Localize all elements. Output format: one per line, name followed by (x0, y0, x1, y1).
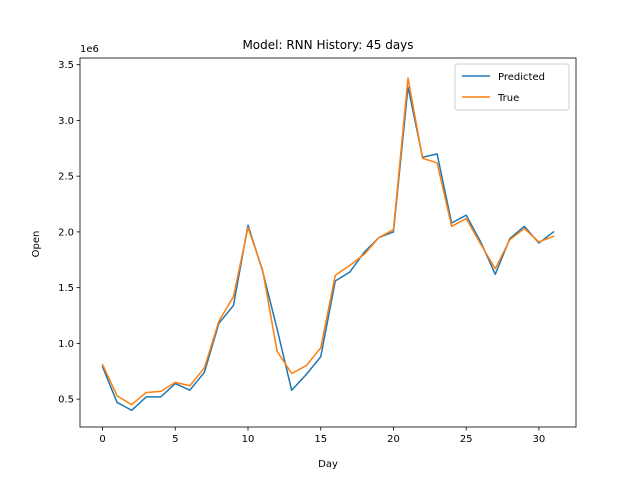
x-tick-label: 20 (387, 434, 400, 445)
y-axis-offset-label: 1e6 (80, 44, 99, 55)
chart-title: Model: RNN History: 45 days (242, 38, 413, 52)
series-line-true (101, 77, 555, 406)
x-tick-label: 0 (99, 434, 105, 445)
axes: 0 5 10 15 20 25 30 0.5 1.0 1.5 2.0 2.5 3.0 3.5 (58, 57, 577, 445)
y-axis-label: Open (31, 231, 42, 258)
y-tick-label: 1.5 (58, 283, 74, 294)
x-tick-label: 5 (172, 434, 178, 445)
y-tick-label: 1.0 (58, 339, 74, 350)
x-tick-label: 15 (314, 434, 327, 445)
x-tick-label: 10 (242, 434, 255, 445)
y-tick-label: 3.0 (58, 116, 74, 127)
y-tick-label: 3.5 (58, 60, 74, 71)
y-tick-label: 2.5 (58, 172, 74, 183)
legend: Predicted True (454, 63, 570, 111)
x-axis-label: Day (318, 459, 338, 470)
y-tick-label: 2.0 (58, 227, 74, 238)
plot-frame (79, 57, 577, 428)
y-tick-label: 0.5 (58, 395, 74, 406)
legend-label-predicted: Predicted (498, 72, 545, 83)
x-tick-label: 25 (460, 434, 473, 445)
series-line-predicted (101, 86, 555, 412)
legend-label-true: True (497, 93, 519, 104)
plot-area (101, 77, 555, 412)
x-tick-label: 30 (533, 434, 546, 445)
